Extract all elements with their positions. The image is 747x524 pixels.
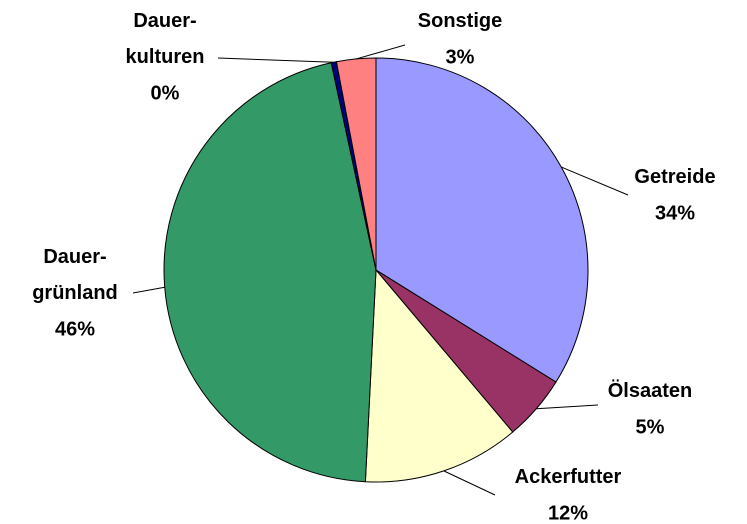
category-label-line: Dauer- — [133, 10, 196, 32]
value-label: 3% — [446, 46, 475, 68]
category-label: Dauer-grünland — [32, 246, 118, 304]
leader-line — [561, 166, 629, 196]
value-label: 46% — [55, 318, 95, 340]
pie-slice — [364, 268, 514, 483]
category-label-line: grünland — [32, 282, 118, 304]
category-label: Dauer-kulturen — [126, 10, 205, 68]
category-label-line: Getreide — [634, 166, 715, 188]
category-label: Sonstige — [418, 10, 502, 32]
category-label: Ackerfutter — [515, 466, 622, 488]
value-label: 0% — [151, 82, 180, 104]
category-label-line: Dauer- — [43, 246, 106, 268]
category-label-line: Sonstige — [418, 10, 502, 32]
category-label-line: Ackerfutter — [515, 466, 622, 488]
value-label: 34% — [655, 202, 695, 224]
category-label-line: kulturen — [126, 46, 205, 68]
category-label: Getreide — [634, 166, 715, 188]
value-label: 5% — [636, 416, 665, 438]
value-label: 12% — [548, 502, 588, 524]
leader-line — [355, 44, 406, 60]
leader-line — [443, 470, 496, 496]
leader-line — [536, 404, 599, 410]
leader-line — [132, 286, 165, 294]
pie-slice — [163, 62, 377, 483]
category-label-line: Ölsaaten — [608, 379, 692, 402]
category-label: Ölsaaten — [608, 379, 692, 402]
leader-line — [217, 57, 334, 63]
